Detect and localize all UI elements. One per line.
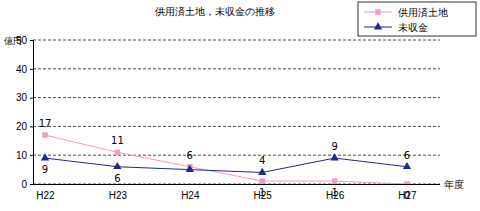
y-tick: 0 <box>21 179 33 190</box>
series-marker <box>41 153 49 160</box>
series-marks <box>41 132 411 184</box>
series-marker <box>186 165 194 172</box>
x-tick-label: H24 <box>181 190 200 201</box>
x-axis: H22H23H24H25H26H27 <box>33 185 440 202</box>
y-tick-label: 10 <box>16 150 28 161</box>
series-marker <box>330 153 338 160</box>
series-marker <box>403 162 411 169</box>
y-tick: 20 <box>16 121 33 132</box>
series-marker <box>115 150 120 155</box>
legend-label: 未収金 <box>398 22 428 33</box>
grid-line <box>33 97 440 98</box>
x-axis-title: 年度 <box>444 179 464 190</box>
data-label: 4 <box>259 155 265 166</box>
grid-line <box>33 40 440 41</box>
y-tick-mark <box>30 155 33 156</box>
series-line <box>45 158 407 172</box>
x-tick: H22 <box>36 190 55 201</box>
data-label: 6 <box>114 173 120 184</box>
data-label: 1 <box>259 187 265 198</box>
y-tick: 40 <box>16 64 33 75</box>
data-label: 9 <box>331 141 337 152</box>
x-tick-label: H27 <box>398 190 417 201</box>
series-marker <box>332 178 337 183</box>
data-label: 11 <box>111 135 124 146</box>
legend-marker <box>375 9 380 14</box>
series-marker <box>258 168 266 175</box>
series-marker <box>42 132 47 137</box>
x-axis-line <box>33 184 440 185</box>
data-label: 17 <box>39 118 52 129</box>
y-tick-mark <box>30 126 33 127</box>
data-label: 6 <box>187 150 193 161</box>
x-tick-label: H23 <box>109 190 128 201</box>
data-label: 6 <box>404 150 410 161</box>
data-labels: 1711611096496 <box>39 118 411 201</box>
x-tick: H27 <box>398 190 417 201</box>
legend: 供用済土地未収金 <box>358 2 476 36</box>
plot: 01020304050H22H23H24H25H26H2717116110964… <box>16 35 440 201</box>
series-line <box>45 135 407 184</box>
y-tick-label: 0 <box>21 179 27 190</box>
data-label: 1 <box>331 187 337 198</box>
legend-label: 供用済土地 <box>398 7 448 18</box>
legend-box <box>358 2 476 36</box>
y-axis: 01020304050 <box>16 35 34 190</box>
series-marker <box>404 181 409 184</box>
legend-marker <box>374 22 382 29</box>
grid-line <box>33 68 440 69</box>
data-label: 9 <box>42 164 48 175</box>
series-marker <box>259 178 264 183</box>
y-tick-label: 20 <box>16 121 28 132</box>
y-axis-line <box>30 41 34 185</box>
y-axis-title: 億円 <box>4 36 22 46</box>
chart: 01020304050H22H23H24H25H26H2717116110964… <box>0 0 480 211</box>
y-tick-label: 30 <box>16 92 28 103</box>
y-tick-mark <box>30 98 33 99</box>
series-marker <box>113 162 121 169</box>
y-tick-mark <box>30 69 33 70</box>
x-tick-label: H22 <box>36 190 55 201</box>
grid-line <box>33 126 440 127</box>
grid-line <box>33 155 440 156</box>
x-tick: H24 <box>181 190 200 201</box>
y-tick-mark <box>30 40 33 41</box>
y-tick: 10 <box>16 150 33 161</box>
grid <box>33 40 440 184</box>
x-tick: H23 <box>109 190 128 201</box>
title: 供用済土地，未収金の推移 <box>155 6 275 17</box>
y-tick-label: 40 <box>16 64 28 75</box>
data-label: 0 <box>404 190 410 201</box>
y-tick: 30 <box>16 92 33 103</box>
y-tick-mark <box>30 184 33 185</box>
grid-line <box>33 184 440 185</box>
